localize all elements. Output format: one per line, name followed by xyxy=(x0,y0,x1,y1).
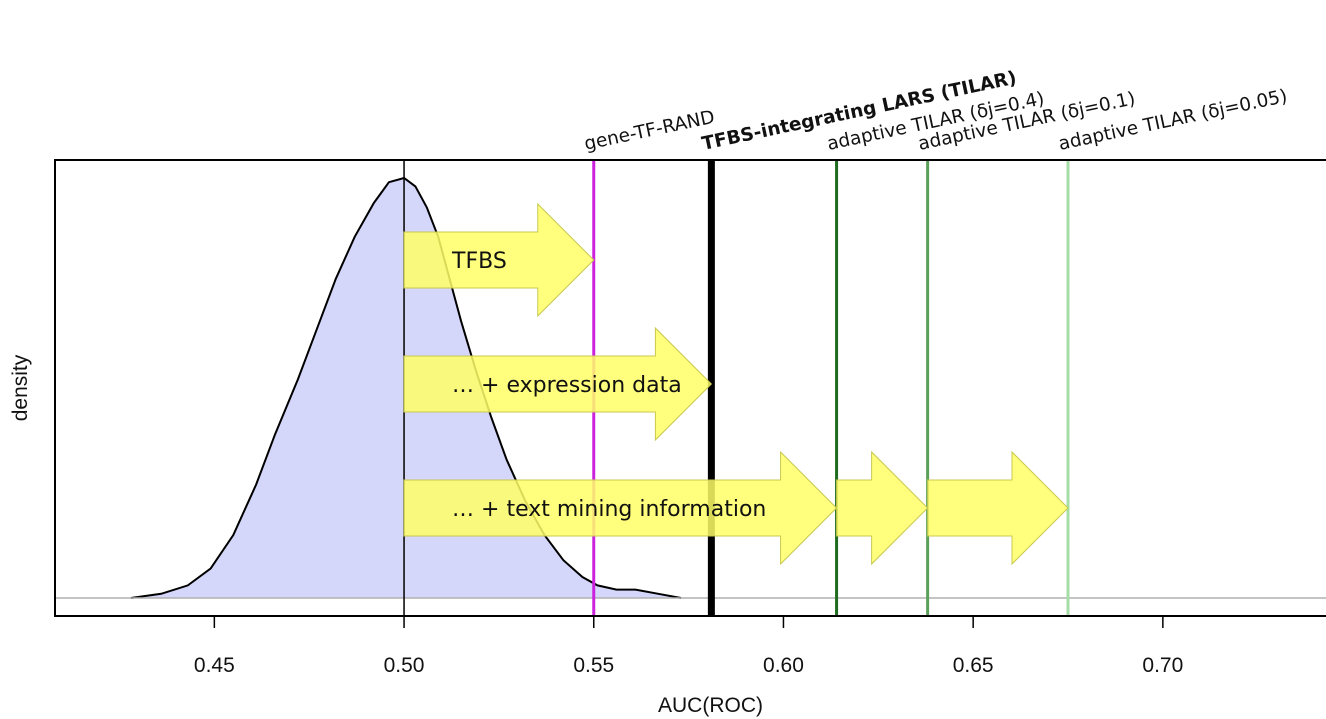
arrow-label-1: TFBS xyxy=(451,249,507,274)
arrows-layer: TFBS … + expression data … + text mining i… xyxy=(403,202,1069,566)
arrow-1 xyxy=(403,202,595,318)
x-tick-label: 0.60 xyxy=(763,654,804,677)
y-axis-label: density xyxy=(9,354,32,421)
x-axis-label: AUC(ROC) xyxy=(658,694,763,717)
x-tick-label: 0.45 xyxy=(194,654,235,677)
vline-label-1: gene-TF-RAND xyxy=(582,107,716,155)
x-tick-label: 0.55 xyxy=(573,654,614,677)
arrow-4 xyxy=(836,450,929,566)
x-tick-label: 0.70 xyxy=(1142,654,1183,677)
x-tick-label: 0.50 xyxy=(384,654,425,677)
x-axis-ticks: 0.45 0.50 0.55 0.60 0.65 0.70 xyxy=(194,616,1183,677)
density-curve xyxy=(130,176,682,599)
plot-frame xyxy=(54,159,1326,617)
x-tick-label: 0.65 xyxy=(953,654,994,677)
arrow-label-2: … + expression data xyxy=(452,373,682,398)
arrow-5 xyxy=(927,450,1069,566)
arrow-3 xyxy=(403,450,838,566)
arrow-2 xyxy=(403,326,713,442)
arrow-label-3: … + text mining information xyxy=(452,497,766,522)
